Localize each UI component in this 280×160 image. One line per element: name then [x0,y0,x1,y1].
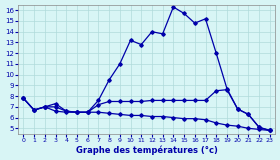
X-axis label: Graphe des températures (°c): Graphe des températures (°c) [76,146,218,155]
